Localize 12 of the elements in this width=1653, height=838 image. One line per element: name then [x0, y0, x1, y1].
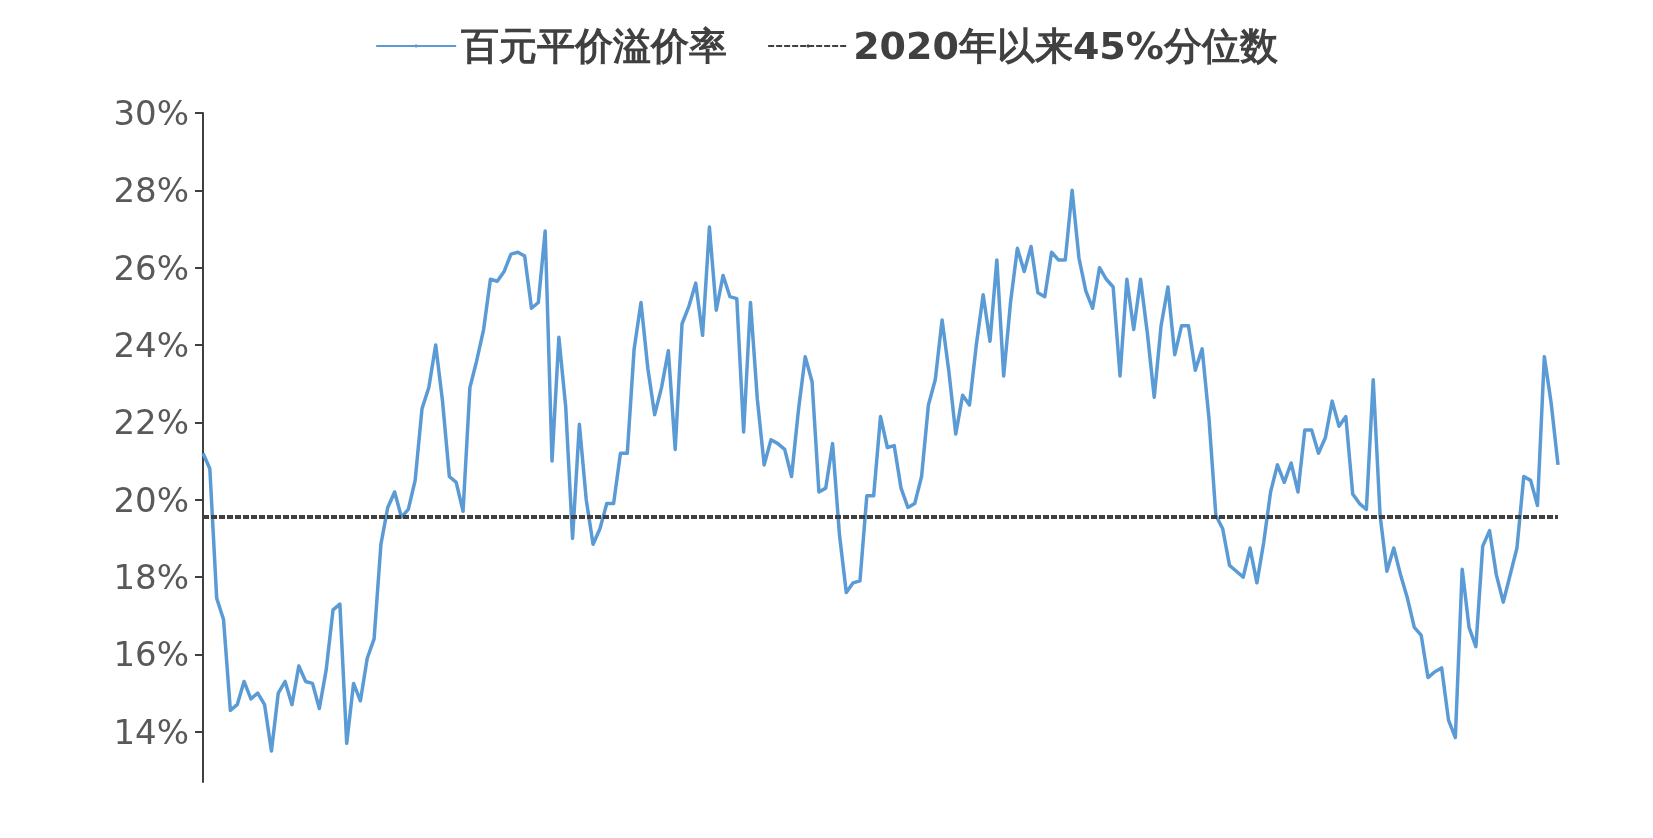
y-tick-label: 20% [113, 479, 189, 520]
legend-label: 百元平价溢价率 [460, 24, 728, 68]
y-tick-label: 16% [113, 634, 189, 675]
y-tick-label: 26% [113, 247, 189, 288]
legend-label: 2020年以来45%分位数 [853, 24, 1279, 68]
y-tick-label: 14% [113, 711, 189, 752]
y-tick-label: 30% [113, 93, 189, 133]
line-series [201, 188, 1560, 753]
y-tick-label: 24% [113, 325, 189, 366]
y-tick-label: 28% [113, 170, 189, 211]
y-tick-label: 22% [113, 402, 189, 443]
y-tick-label: 18% [113, 557, 189, 598]
